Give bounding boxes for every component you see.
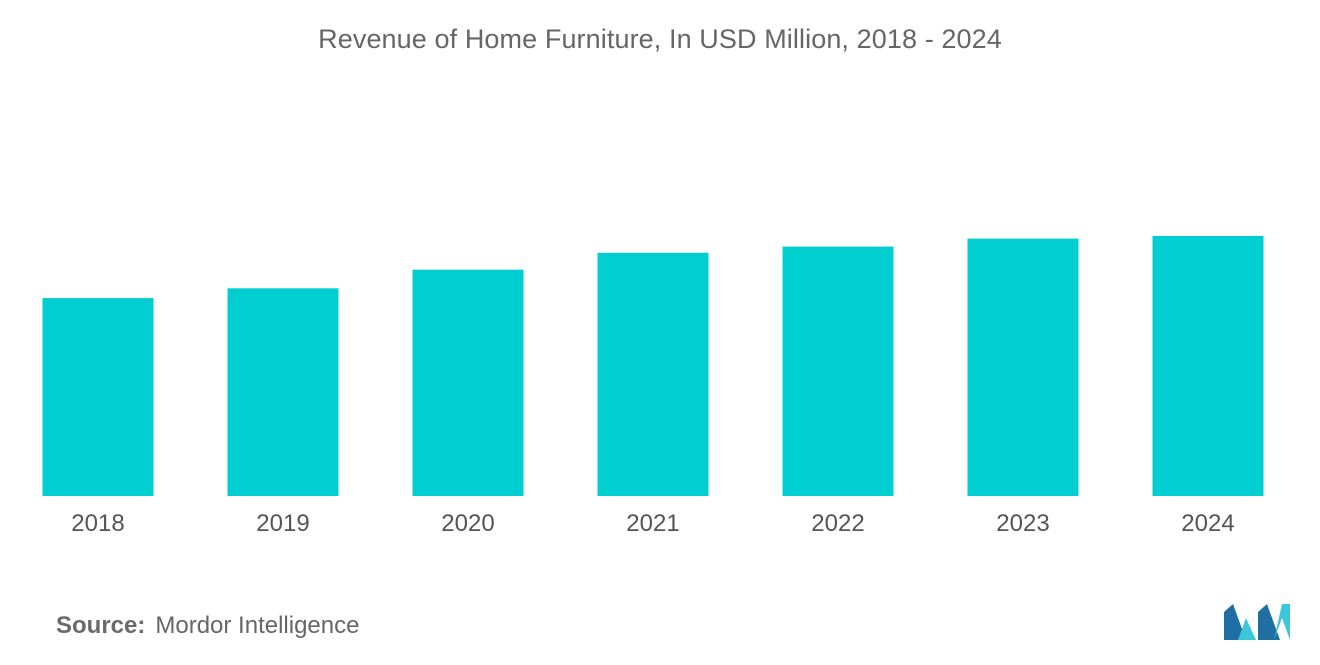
- source-note: Source: Mordor Intelligence: [56, 612, 359, 640]
- bar-2020: [412, 269, 524, 496]
- bar-2022: [782, 246, 894, 496]
- x-tick-label-2021: 2021: [626, 510, 679, 537]
- x-tick-label-2024: 2024: [1181, 510, 1234, 537]
- x-tick-label-2018: 2018: [71, 510, 124, 537]
- mordor-intelligence-logo: [1224, 604, 1290, 640]
- x-tick-label-2020: 2020: [441, 510, 494, 537]
- bar-2024: [1152, 235, 1264, 496]
- logo-mid-stroke: [1238, 618, 1256, 640]
- source-label: Source:: [56, 612, 146, 639]
- bars-group: [42, 235, 1264, 496]
- source-text: Mordor Intelligence: [155, 612, 360, 639]
- bar-2019: [227, 288, 339, 496]
- x-tick-label-2023: 2023: [996, 510, 1049, 537]
- bar-2018: [42, 298, 154, 496]
- logo-right-stroke: [1274, 604, 1290, 640]
- bar-2021: [597, 252, 709, 496]
- x-tick-label-2019: 2019: [256, 510, 309, 537]
- logo-center-stroke: [1258, 604, 1280, 640]
- x-axis-ticks: 2018 2019 2020 2021 2022 2023 2024: [71, 510, 1234, 537]
- chart-title: Revenue of Home Furniture, In USD Millio…: [318, 24, 1002, 54]
- x-tick-label-2022: 2022: [811, 510, 864, 537]
- bar-chart: 2018 2019 2020 2021 2022 2023 2024: [42, 235, 1264, 537]
- bar-2023: [967, 238, 1079, 496]
- logo-left-stroke: [1224, 604, 1246, 640]
